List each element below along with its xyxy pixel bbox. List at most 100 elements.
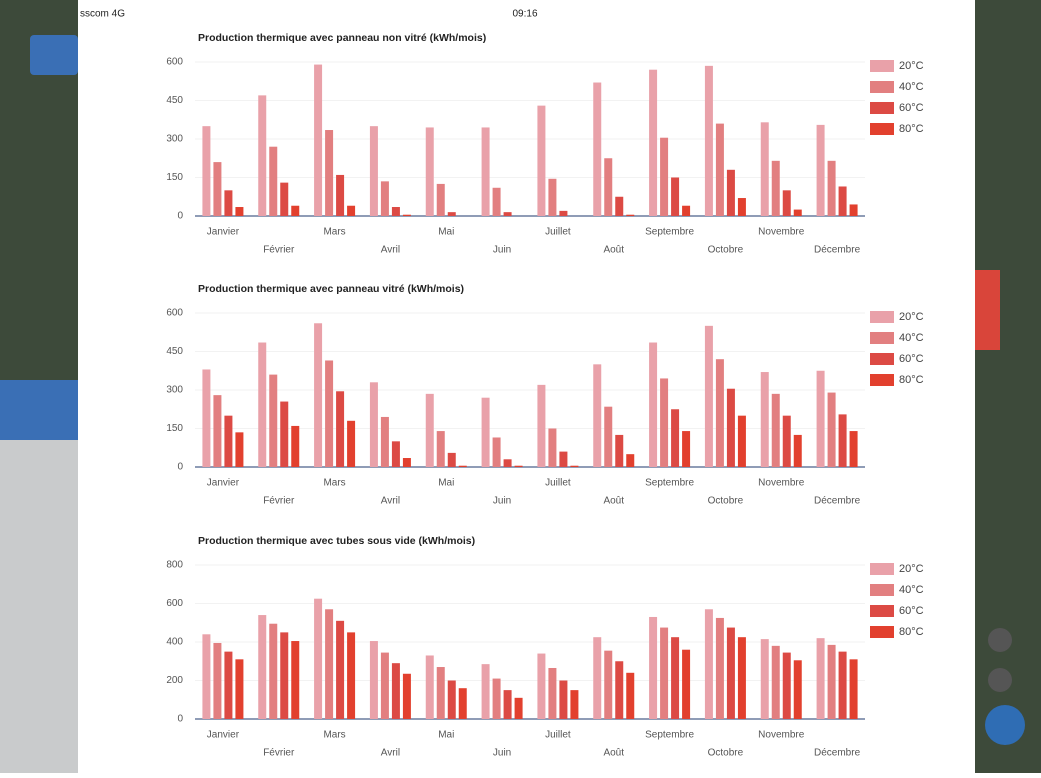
bar [816, 370, 825, 467]
bar [402, 214, 411, 216]
bar [391, 207, 400, 216]
x-tick-label: Septembre [645, 730, 694, 741]
x-tick-label: Février [263, 496, 295, 507]
bar [258, 342, 267, 467]
bar [671, 637, 680, 719]
x-tick-label: Juin [493, 245, 511, 256]
legend-swatch [870, 563, 894, 575]
bar [704, 65, 713, 216]
bar [481, 397, 490, 467]
bar [570, 690, 579, 719]
bar [291, 205, 300, 216]
chart-title: Production thermique avec tubes sous vid… [198, 535, 475, 547]
legend-swatch [870, 60, 894, 72]
legend-label: 40°C [899, 332, 924, 344]
legend-label: 20°C [899, 311, 924, 323]
bar [570, 465, 579, 467]
bar [604, 158, 613, 216]
y-tick-label: 200 [166, 675, 183, 686]
bar [593, 82, 602, 217]
legend-swatch [870, 332, 894, 344]
bar [436, 183, 445, 216]
bar [660, 627, 669, 719]
bar [816, 124, 825, 216]
bar [269, 146, 278, 216]
legend-label: 80°C [899, 123, 924, 135]
x-tick-label: Novembre [758, 478, 805, 489]
legend-swatch [870, 102, 894, 114]
map-control[interactable] [988, 668, 1012, 692]
bar [615, 661, 624, 719]
bar [782, 415, 791, 467]
bar [447, 680, 456, 719]
bar [604, 406, 613, 467]
chart-title: Production thermique avec panneau non vi… [198, 32, 486, 44]
bar [537, 653, 546, 719]
legend-label: 60°C [899, 353, 924, 365]
bar [347, 205, 356, 216]
bar [737, 637, 746, 719]
side-panel [0, 380, 78, 773]
bar [336, 391, 345, 467]
bar [514, 465, 523, 467]
y-tick-label: 600 [166, 598, 183, 609]
x-tick-label: Octobre [708, 245, 744, 256]
legend-label: 60°C [899, 102, 924, 114]
x-tick-label: Janvier [207, 478, 240, 489]
bar [425, 127, 434, 216]
bar [760, 639, 769, 719]
y-tick-label: 600 [166, 308, 183, 319]
bar [202, 126, 211, 216]
bar [258, 615, 267, 719]
map-control[interactable] [988, 628, 1012, 652]
x-tick-label: Janvier [207, 730, 240, 741]
x-tick-label: Septembre [645, 478, 694, 489]
x-tick-label: Août [603, 245, 624, 256]
bar [604, 650, 613, 719]
x-tick-label: Décembre [814, 245, 861, 256]
bar [737, 415, 746, 467]
x-tick-label: Avril [381, 748, 400, 759]
x-tick-label: Mai [438, 730, 454, 741]
info-button[interactable] [985, 705, 1025, 745]
x-tick-label: Mai [438, 478, 454, 489]
menu-button[interactable] [30, 35, 78, 75]
x-tick-label: Février [263, 245, 295, 256]
legend-swatch [870, 584, 894, 596]
legend-swatch [870, 605, 894, 617]
y-tick-label: 150 [166, 172, 183, 183]
bar [771, 393, 780, 467]
bar [827, 644, 836, 719]
bar [425, 655, 434, 719]
bar [380, 416, 389, 467]
y-tick-label: 450 [166, 346, 183, 357]
bar [436, 431, 445, 467]
bar [626, 214, 635, 216]
bar [514, 697, 523, 719]
bar [626, 672, 635, 719]
x-tick-label: Octobre [708, 496, 744, 507]
x-tick-label: Juin [493, 748, 511, 759]
y-tick-label: 150 [166, 423, 183, 434]
bar [771, 645, 780, 719]
bar [838, 414, 847, 467]
bar [202, 634, 211, 719]
bar [816, 638, 825, 719]
x-tick-label: Avril [381, 496, 400, 507]
bar [615, 434, 624, 467]
bar [726, 388, 735, 467]
x-tick-label: Octobre [708, 748, 744, 759]
bar [760, 122, 769, 216]
bar [715, 359, 724, 467]
bar [827, 392, 836, 467]
bar [458, 688, 467, 719]
bar [838, 651, 847, 719]
bar [726, 627, 735, 719]
bar [369, 641, 378, 719]
x-tick-label: Novembre [758, 730, 805, 741]
bar [771, 160, 780, 216]
bar [447, 212, 456, 216]
x-tick-label: Mars [323, 227, 345, 238]
bar [391, 663, 400, 719]
bar [682, 205, 691, 216]
